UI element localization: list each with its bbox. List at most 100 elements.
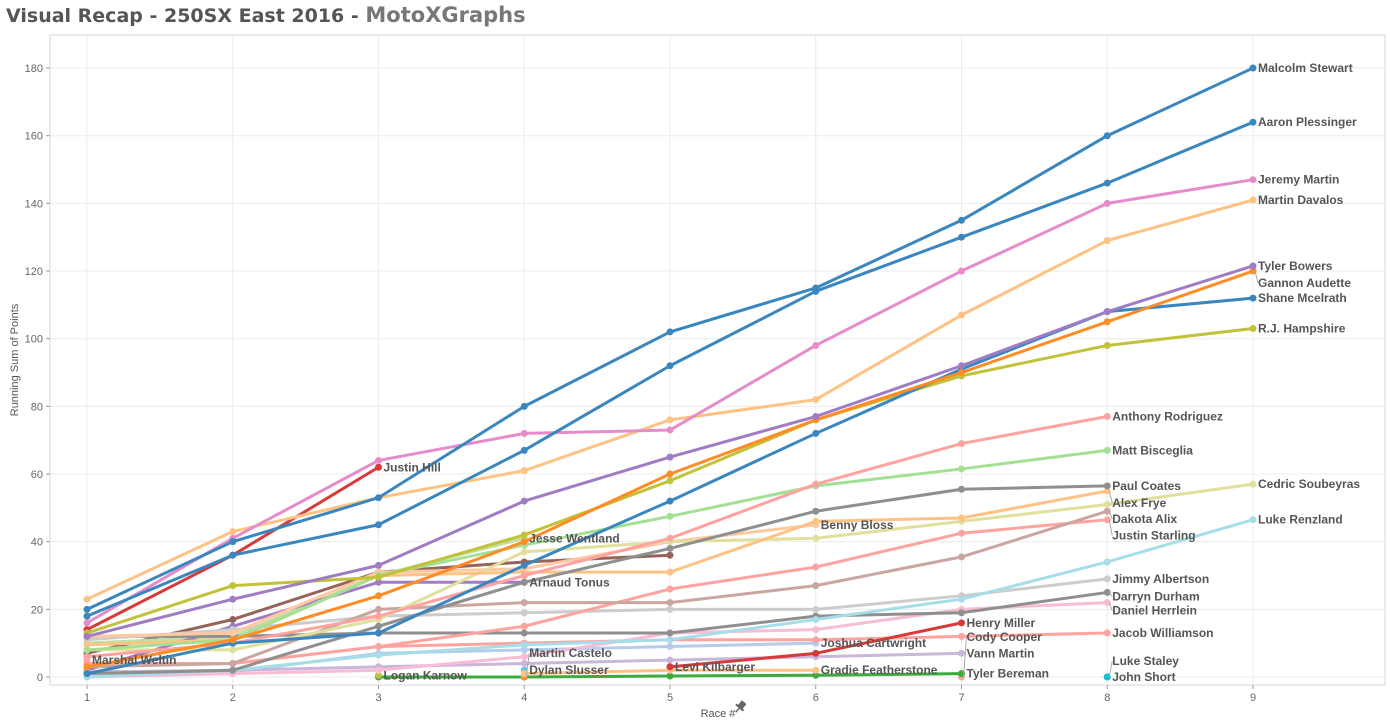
data-point[interactable] [958, 514, 965, 522]
data-point[interactable] [958, 609, 965, 617]
data-point[interactable] [666, 512, 674, 520]
data-point[interactable] [1249, 176, 1257, 184]
data-point[interactable] [1249, 267, 1257, 275]
data-point[interactable] [1249, 294, 1257, 302]
series-line[interactable] [86, 580, 525, 672]
data-point[interactable] [520, 646, 528, 654]
data-point[interactable] [375, 494, 382, 502]
data-point[interactable] [958, 440, 965, 448]
data-point[interactable] [520, 653, 528, 661]
data-point[interactable] [375, 521, 382, 529]
data-point[interactable] [1103, 482, 1111, 490]
data-point[interactable] [229, 666, 237, 674]
data-point[interactable] [1103, 558, 1111, 566]
series-line[interactable] [86, 523, 816, 638]
data-point[interactable] [958, 529, 965, 537]
data-point[interactable] [520, 429, 528, 437]
data-point[interactable] [1249, 325, 1257, 333]
data-point[interactable] [83, 653, 91, 661]
data-point[interactable] [812, 636, 820, 644]
series-line[interactable] [87, 518, 1108, 665]
series-line[interactable] [86, 577, 1108, 642]
data-point[interactable] [666, 585, 674, 593]
series-logan-karnow[interactable] [375, 671, 382, 679]
series-line[interactable] [86, 509, 1108, 669]
data-point[interactable] [1249, 118, 1257, 126]
data-point[interactable] [812, 649, 820, 657]
data-point[interactable] [1103, 237, 1111, 245]
data-point[interactable] [812, 507, 820, 515]
data-point[interactable] [1249, 516, 1257, 524]
data-point[interactable] [229, 551, 237, 559]
data-point[interactable] [520, 497, 528, 505]
data-point[interactable] [229, 615, 237, 623]
data-point[interactable] [83, 632, 91, 640]
data-point[interactable] [812, 626, 820, 634]
data-point[interactable] [666, 362, 674, 370]
series-jeremy-martin[interactable] [83, 176, 1257, 627]
data-point[interactable] [229, 646, 237, 654]
data-point[interactable] [1249, 64, 1257, 72]
data-point[interactable] [375, 622, 382, 630]
data-point[interactable] [666, 636, 674, 644]
data-point[interactable] [666, 328, 674, 336]
data-point[interactable] [812, 413, 820, 421]
data-point[interactable] [666, 629, 674, 637]
data-point[interactable] [666, 672, 674, 680]
data-point[interactable] [666, 605, 674, 613]
data-point[interactable] [666, 426, 674, 434]
data-point[interactable] [375, 666, 382, 674]
data-point[interactable] [375, 629, 382, 637]
series-luke-renzland[interactable] [83, 516, 1257, 681]
data-point[interactable] [666, 656, 674, 664]
data-point[interactable] [1103, 487, 1111, 495]
data-point[interactable] [958, 632, 965, 640]
data-point[interactable] [520, 548, 528, 556]
data-point[interactable] [1103, 413, 1111, 421]
data-point[interactable] [375, 592, 382, 600]
data-point[interactable] [1249, 196, 1257, 204]
data-point[interactable] [1249, 262, 1257, 270]
data-point[interactable] [520, 578, 528, 586]
data-point[interactable] [520, 467, 528, 475]
data-point[interactable] [520, 599, 528, 607]
data-point[interactable] [83, 595, 91, 603]
data-point[interactable] [1103, 575, 1111, 583]
data-point[interactable] [1103, 341, 1111, 349]
series-justin-starling[interactable] [83, 516, 1111, 667]
data-point[interactable] [666, 416, 674, 424]
data-point[interactable] [83, 641, 91, 649]
data-point[interactable] [812, 480, 820, 488]
data-point[interactable] [666, 551, 674, 559]
data-point[interactable] [520, 609, 528, 617]
data-point[interactable] [1103, 179, 1111, 187]
data-point[interactable] [1103, 318, 1111, 326]
data-point[interactable] [83, 612, 91, 620]
data-point[interactable] [958, 465, 965, 473]
data-point[interactable] [958, 311, 965, 319]
data-point[interactable] [83, 663, 91, 671]
data-point[interactable] [375, 578, 382, 586]
data-point[interactable] [520, 561, 528, 569]
series-john-short[interactable] [1103, 673, 1111, 681]
data-point[interactable] [666, 568, 674, 576]
data-point[interactable] [229, 582, 237, 590]
data-point[interactable] [812, 284, 820, 292]
data-point[interactable] [958, 649, 965, 657]
series-paul-coates[interactable] [83, 482, 1111, 678]
data-point[interactable] [229, 636, 237, 644]
data-point[interactable] [229, 595, 237, 603]
data-point[interactable] [83, 605, 91, 613]
series-aaron-plessinger[interactable] [83, 118, 1257, 620]
data-point[interactable] [666, 470, 674, 478]
data-point[interactable] [958, 216, 965, 224]
data-point[interactable] [375, 651, 382, 659]
data-point[interactable] [375, 612, 382, 620]
data-point[interactable] [229, 629, 237, 637]
data-point[interactable] [520, 402, 528, 410]
series-line[interactable] [86, 448, 1108, 652]
series-line[interactable] [86, 484, 1108, 676]
data-point[interactable] [83, 670, 91, 678]
data-point[interactable] [520, 538, 528, 546]
data-point[interactable] [666, 477, 674, 485]
